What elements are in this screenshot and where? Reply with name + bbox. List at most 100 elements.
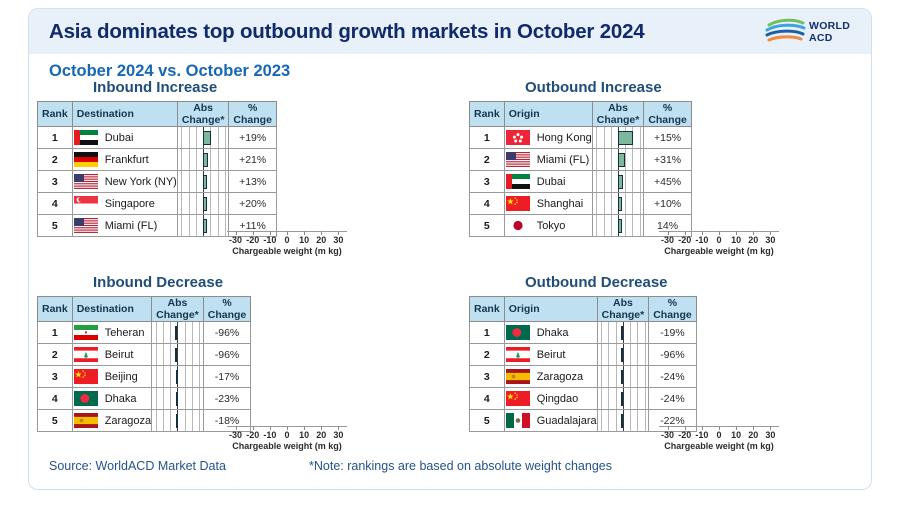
axis-tick [701, 426, 703, 430]
chart-zero-line [622, 410, 624, 431]
chart-zero-line [622, 322, 624, 343]
axis-tick [736, 426, 738, 430]
axis-tick-label: -20 [678, 430, 692, 440]
axis-tick-label: 30 [765, 235, 776, 245]
cell-rank: 3 [37, 365, 73, 388]
chart-gridline [163, 410, 164, 431]
cell-rank: 4 [37, 387, 73, 410]
chart-gridline [637, 410, 639, 431]
cell-rank: 2 [469, 148, 505, 171]
chart-x-axis: -30 -20 -10 0 10 20 30 Chargeable weight (m kg) [227, 426, 347, 456]
cell-rank: 3 [469, 365, 505, 388]
cell-abs-change-bar [596, 387, 650, 410]
column-header-pct-change: % Change [228, 101, 277, 127]
flag-icon [73, 369, 98, 384]
cell-rank: 3 [469, 170, 505, 193]
axis-tick [235, 426, 237, 430]
chart-gridline [195, 127, 197, 148]
cell-rank: 1 [469, 321, 505, 344]
cell-abs-change-bar [151, 343, 204, 366]
location-label: Teheran [104, 326, 145, 339]
column-header-rank: Rank [469, 296, 505, 322]
cell-name: Tokyo [503, 214, 593, 237]
abs-change-bar [203, 152, 209, 167]
subtitle: October 2024 vs. October 2023 [49, 62, 291, 80]
chart-gridline [603, 193, 605, 214]
bar-wrapper [598, 410, 648, 431]
cell-name: Beirut [503, 343, 598, 366]
column-header-pct-change: % Change [643, 101, 692, 127]
cell-abs-change-bar [176, 214, 230, 237]
chart-gridline [610, 171, 612, 192]
axis-tick-label: 0 [716, 235, 722, 245]
axis-tick [667, 231, 669, 235]
chart-gridline [210, 193, 212, 214]
chart-gridline [596, 127, 598, 148]
chart-gridline [610, 149, 612, 170]
column-header-rank: Rank [469, 101, 505, 127]
cell-rank: 2 [469, 343, 505, 366]
cell-pct-change: -24% [648, 365, 697, 388]
chart-gridline [188, 149, 190, 170]
location-label: Dhaka [536, 326, 569, 339]
axis-tick [684, 231, 686, 235]
table-header-row: Rank Destination Abs Change*% Change [37, 296, 252, 322]
cell-name: Dhaka [503, 321, 598, 344]
axis-tick [252, 231, 254, 235]
abs-change-bar [203, 130, 212, 145]
axis-tick [770, 231, 772, 235]
cell-abs-change-bar [176, 148, 230, 171]
cell-name: Zaragoza [503, 365, 598, 388]
chart-gridline [170, 388, 172, 409]
chart-gridline [224, 193, 226, 214]
bar-wrapper [178, 215, 228, 236]
axis-tick [667, 426, 669, 430]
abs-change-bar [174, 347, 178, 362]
axis-tick [719, 231, 720, 235]
chart-gridline [155, 322, 157, 343]
cell-abs-change-bar [176, 192, 230, 215]
bar-wrapper [153, 410, 203, 431]
flag-icon [73, 413, 98, 428]
location-label: Shanghai [536, 197, 584, 210]
chart-gridline [210, 215, 212, 236]
cell-rank: 5 [469, 409, 505, 432]
location-label: Qingdao [536, 392, 579, 405]
column-header-abs-change: Abs Change* [591, 101, 645, 127]
chart-gridline [601, 344, 603, 365]
cell-pct-change: +21% [228, 148, 277, 171]
axis-tick-label: 30 [765, 430, 776, 440]
chart-gridline [615, 410, 617, 431]
quadrant-title: Outbound Decrease [525, 274, 668, 291]
cell-pct-change: -19% [648, 321, 697, 344]
cell-abs-change-bar [591, 192, 645, 215]
location-label: Beijing [104, 370, 138, 383]
abs-change-bar [618, 218, 622, 233]
axis-tick [770, 426, 772, 430]
table-header-row: Rank Origin Abs Change*% Change [469, 296, 697, 322]
axis-tick-label: -30 [229, 430, 243, 440]
table-row: 1 Hong Kong +15% [469, 126, 692, 149]
axis-tick [269, 231, 271, 235]
axis-tick [338, 426, 340, 430]
chart-zero-line [622, 344, 624, 365]
axis-tick-label: -10 [263, 430, 277, 440]
chart-gridline [608, 322, 610, 343]
cell-abs-change-bar [596, 343, 650, 366]
abs-change-bar [620, 325, 623, 340]
chart-gridline [210, 171, 212, 192]
chart-gridline [170, 322, 172, 343]
data-table: Rank Origin Abs Change*% Change 1 Hong Kong +… [469, 101, 692, 237]
table-row: 3 Zaragoza -24% [469, 365, 697, 388]
bar-wrapper [593, 149, 643, 170]
chart-gridline [184, 366, 186, 387]
axis-tick [719, 426, 720, 430]
chart-gridline [210, 149, 212, 170]
cell-pct-change: +19% [228, 126, 277, 149]
chart-gridline [191, 388, 193, 409]
chart-gridline [163, 388, 164, 409]
cell-name: Miami (FL) [71, 214, 178, 237]
flag-icon [505, 196, 530, 211]
chart-gridline [632, 171, 634, 192]
chart-gridline [603, 149, 605, 170]
